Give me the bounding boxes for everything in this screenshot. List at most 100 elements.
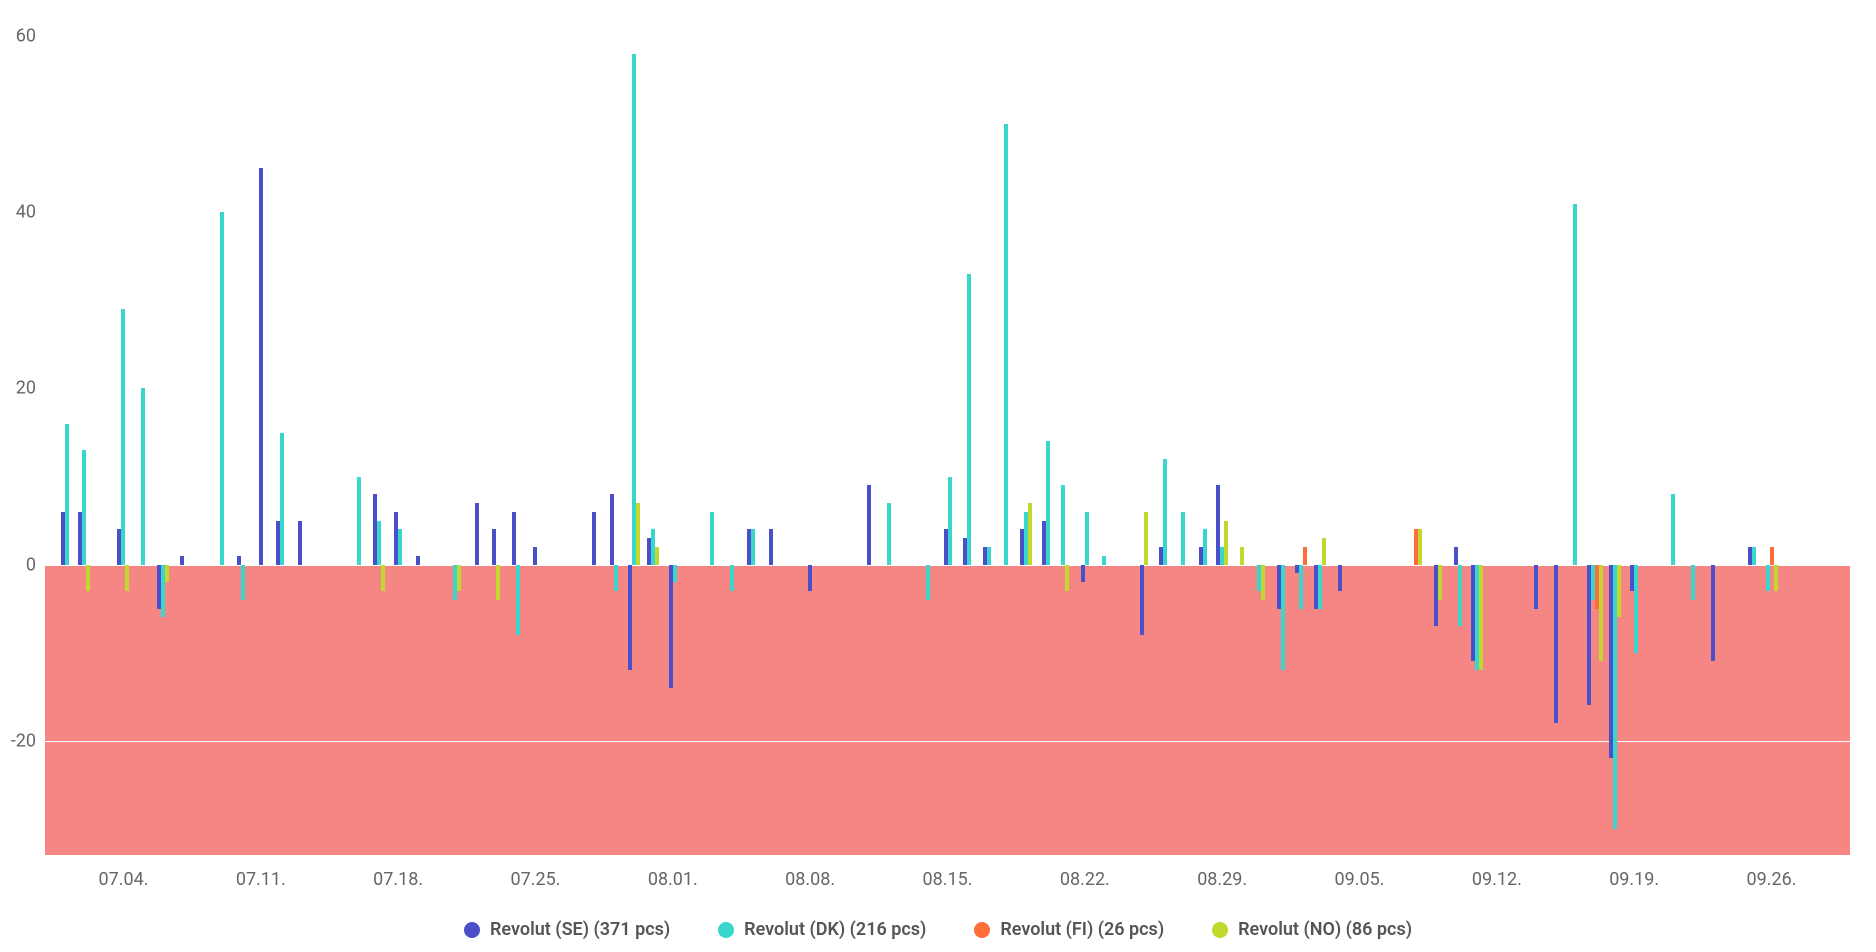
- bar-se[interactable]: [669, 565, 673, 688]
- bar-dk[interactable]: [987, 547, 991, 565]
- bar-dk[interactable]: [730, 565, 734, 591]
- bar-no[interactable]: [381, 565, 385, 591]
- plot-area: [45, 10, 1850, 855]
- bar-dk[interactable]: [673, 565, 677, 583]
- bar-dk[interactable]: [65, 424, 69, 565]
- bar-se[interactable]: [1554, 565, 1558, 723]
- legend-swatch-icon: [1212, 922, 1228, 938]
- legend: Revolut (SE) (371 pcs) Revolut (DK) (216 …: [0, 919, 1876, 940]
- bar-dk[interactable]: [1458, 565, 1462, 627]
- bar-se[interactable]: [259, 168, 263, 564]
- bar-se[interactable]: [1338, 565, 1342, 591]
- bar-se[interactable]: [1711, 565, 1715, 662]
- bar-no[interactable]: [496, 565, 500, 600]
- bar-dk[interactable]: [1634, 565, 1638, 653]
- bar-dk[interactable]: [1671, 494, 1675, 564]
- bar-se[interactable]: [628, 565, 632, 671]
- bar-se[interactable]: [610, 494, 614, 564]
- bar-no[interactable]: [1418, 529, 1422, 564]
- legend-label: Revolut (SE) (371 pcs): [490, 919, 670, 940]
- bar-no[interactable]: [86, 565, 90, 591]
- bar-no[interactable]: [1240, 547, 1244, 565]
- bar-dk[interactable]: [1318, 565, 1322, 609]
- bar-dk[interactable]: [751, 529, 755, 564]
- bar-dk[interactable]: [377, 521, 381, 565]
- bar-se[interactable]: [808, 565, 812, 591]
- bar-dk[interactable]: [1299, 565, 1303, 609]
- x-axis-tick-label: 09.26.: [1747, 869, 1797, 890]
- legend-item-no[interactable]: Revolut (NO) (86 pcs): [1212, 919, 1412, 940]
- bar-se[interactable]: [475, 503, 479, 565]
- bar-se[interactable]: [512, 512, 516, 565]
- bar-no[interactable]: [1144, 512, 1148, 565]
- bar-no[interactable]: [165, 565, 169, 583]
- legend-item-fi[interactable]: Revolut (FI) (26 pcs): [974, 919, 1164, 940]
- bar-dk[interactable]: [948, 477, 952, 565]
- bar-dk[interactable]: [1163, 459, 1167, 565]
- bar-dk[interactable]: [220, 212, 224, 564]
- bar-dk[interactable]: [1573, 204, 1577, 565]
- bar-dk[interactable]: [280, 433, 284, 565]
- bar-no[interactable]: [655, 547, 659, 565]
- bar-dk[interactable]: [710, 512, 714, 565]
- bar-se[interactable]: [769, 529, 773, 564]
- x-axis-tick-label: 08.29.: [1197, 869, 1247, 890]
- x-axis-tick-label: 08.01.: [648, 869, 698, 890]
- bar-no[interactable]: [1322, 538, 1326, 564]
- bar-dk[interactable]: [1691, 565, 1695, 600]
- bar-se[interactable]: [533, 547, 537, 565]
- bar-no[interactable]: [1065, 565, 1069, 591]
- bar-dk[interactable]: [1752, 547, 1756, 565]
- bar-se[interactable]: [180, 556, 184, 565]
- bar-dk[interactable]: [1046, 441, 1050, 564]
- bars-layer: [45, 10, 1850, 855]
- bar-dk[interactable]: [82, 450, 86, 564]
- bar-dk[interactable]: [926, 565, 930, 600]
- bar-dk[interactable]: [1061, 485, 1065, 564]
- bar-se[interactable]: [592, 512, 596, 565]
- bar-dk[interactable]: [887, 503, 891, 565]
- bar-dk[interactable]: [121, 309, 125, 564]
- legend-item-se[interactable]: Revolut (SE) (371 pcs): [464, 919, 670, 940]
- bar-dk[interactable]: [1102, 556, 1106, 565]
- bar-no[interactable]: [1599, 565, 1603, 662]
- bar-dk[interactable]: [1203, 529, 1207, 564]
- bar-dk[interactable]: [516, 565, 520, 635]
- y-axis-tick-label: 40: [0, 202, 36, 223]
- bar-se[interactable]: [237, 556, 241, 565]
- bar-se[interactable]: [1454, 547, 1458, 565]
- bar-no[interactable]: [1479, 565, 1483, 671]
- bar-no[interactable]: [457, 565, 461, 591]
- bar-se[interactable]: [492, 529, 496, 564]
- bar-no[interactable]: [125, 565, 129, 591]
- bar-se[interactable]: [1534, 565, 1538, 609]
- bar-fi[interactable]: [1303, 547, 1307, 565]
- bar-dk[interactable]: [632, 54, 636, 565]
- bar-dk[interactable]: [1004, 124, 1008, 564]
- bar-dk[interactable]: [398, 529, 402, 564]
- bar-se[interactable]: [867, 485, 871, 564]
- bar-se[interactable]: [416, 556, 420, 565]
- bar-dk[interactable]: [1085, 512, 1089, 565]
- bar-dk[interactable]: [357, 477, 361, 565]
- bar-se[interactable]: [1140, 565, 1144, 635]
- x-axis-tick-label: 07.25.: [511, 869, 561, 890]
- bar-no[interactable]: [1224, 521, 1228, 565]
- bar-no[interactable]: [1774, 565, 1778, 591]
- bar-dk[interactable]: [241, 565, 245, 600]
- bar-no[interactable]: [1617, 565, 1621, 618]
- bar-no[interactable]: [1261, 565, 1265, 600]
- bar-se[interactable]: [298, 521, 302, 565]
- bar-dk[interactable]: [1281, 565, 1285, 671]
- bar-dk[interactable]: [141, 388, 145, 564]
- bar-dk[interactable]: [1181, 512, 1185, 565]
- bar-no[interactable]: [636, 503, 640, 565]
- bar-no[interactable]: [1438, 565, 1442, 600]
- bar-no[interactable]: [1028, 503, 1032, 565]
- bar-se[interactable]: [1081, 565, 1085, 583]
- bar-fi[interactable]: [1770, 547, 1774, 565]
- bar-dk[interactable]: [614, 565, 618, 591]
- bar-dk[interactable]: [967, 274, 971, 564]
- legend-item-dk[interactable]: Revolut (DK) (216 pcs): [718, 919, 926, 940]
- bar-dk[interactable]: [1766, 565, 1770, 591]
